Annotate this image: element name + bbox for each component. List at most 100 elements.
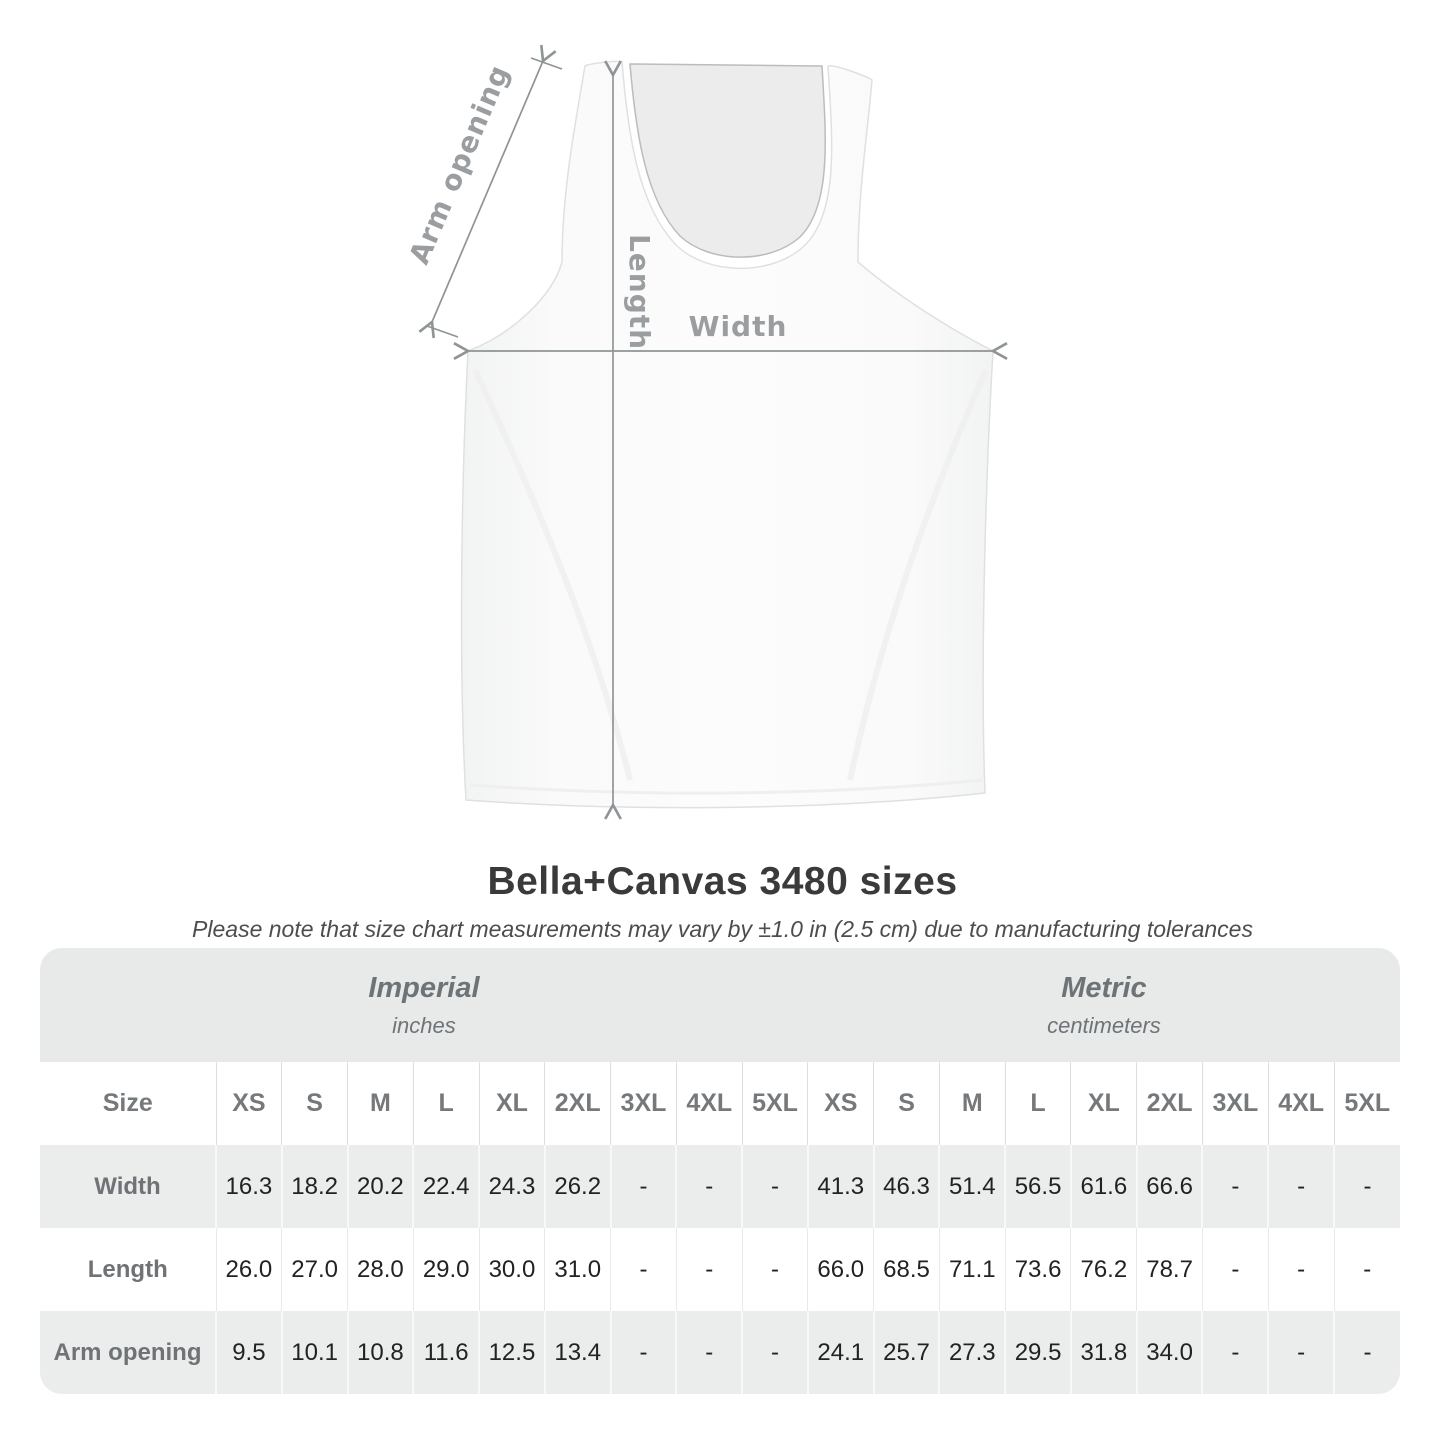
unit-band-row: Imperial inches Metric centimeters <box>40 948 1400 1062</box>
size-col-metric-2xl: 2XL <box>1136 1062 1203 1145</box>
width-metric-xl: 61.6 <box>1069 1145 1137 1228</box>
width-label: Width <box>689 310 788 343</box>
arm-metric-5xl: - <box>1333 1311 1400 1394</box>
length-imperial-5xl: - <box>741 1228 808 1311</box>
width-metric-3xl: - <box>1201 1145 1269 1228</box>
length-imperial-3xl: - <box>610 1228 677 1311</box>
arm-imperial-4xl: - <box>675 1311 743 1394</box>
arm-imperial-5xl: - <box>741 1311 808 1394</box>
size-col-imperial-3xl: 3XL <box>610 1062 677 1145</box>
width-imperial-l: 22.4 <box>412 1145 480 1228</box>
size-col-metric-xs: XS <box>807 1062 874 1145</box>
size-col-metric-m: M <box>938 1062 1006 1145</box>
size-col-imperial-xl: XL <box>478 1062 545 1145</box>
size-col-metric-xl: XL <box>1070 1062 1137 1145</box>
length-label: Length <box>623 234 656 350</box>
width-imperial-xl: 24.3 <box>478 1145 545 1228</box>
tank-inner-back <box>629 63 826 258</box>
size-table: Imperial inches Metric centimeters Size … <box>40 948 1400 1394</box>
width-imperial-4xl: - <box>675 1145 743 1228</box>
arm-imperial-xs: 9.5 <box>215 1311 282 1394</box>
length-imperial-xl: 30.0 <box>478 1228 545 1311</box>
size-col-metric-l: L <box>1004 1062 1071 1145</box>
size-col-imperial-s: S <box>281 1062 348 1145</box>
size-col-imperial-4xl: 4XL <box>675 1062 743 1145</box>
size-col-imperial-2xl: 2XL <box>544 1062 611 1145</box>
width-metric-l: 56.5 <box>1004 1145 1071 1228</box>
arm-opening-arrow <box>418 44 563 339</box>
imperial-band: Imperial inches <box>40 948 808 1062</box>
arm-metric-4xl: - <box>1267 1311 1335 1394</box>
tank-body <box>460 60 994 809</box>
width-imperial-2xl: 26.2 <box>543 1145 611 1228</box>
tolerance-note: Please note that size chart measurements… <box>192 916 1253 942</box>
length-imperial-2xl: 31.0 <box>544 1228 611 1311</box>
arm-metric-3xl: - <box>1201 1311 1269 1394</box>
row-label-length: Length <box>87 1255 168 1283</box>
length-metric-3xl: - <box>1201 1228 1269 1311</box>
arm-metric-xs: 24.1 <box>806 1311 874 1394</box>
length-metric-xl: 76.2 <box>1070 1228 1137 1311</box>
size-col-metric-3xl: 3XL <box>1201 1062 1269 1145</box>
size-col-metric-s: S <box>873 1062 940 1145</box>
width-imperial-s: 18.2 <box>280 1145 348 1228</box>
arm-metric-2xl: 34.0 <box>1135 1311 1203 1394</box>
width-metric-m: 51.4 <box>938 1145 1006 1228</box>
metric-sublabel: centimeters <box>1047 1013 1161 1038</box>
metric-band: Metric centimeters <box>807 948 1400 1062</box>
table-row-width: Width 16.3 18.2 20.2 22.4 24.3 26.2 - - … <box>40 1145 1400 1228</box>
length-metric-l: 73.6 <box>1004 1228 1071 1311</box>
row-label-width: Width <box>94 1172 161 1200</box>
tank-top-illustration: Arm opening Length Width <box>402 44 1008 820</box>
size-col-imperial-xs: XS <box>215 1062 282 1145</box>
size-header-row: Size XS S M L XL 2XL 3XL 4XL 5XL XS S M … <box>40 1062 1400 1145</box>
length-imperial-4xl: - <box>675 1228 743 1311</box>
imperial-label: Imperial <box>368 972 480 1004</box>
tank-fold-right <box>847 368 989 781</box>
size-col-imperial-l: L <box>412 1062 480 1145</box>
width-imperial-3xl: - <box>609 1145 677 1228</box>
arm-imperial-xl: 12.5 <box>478 1311 545 1394</box>
width-imperial-xs: 16.3 <box>215 1145 282 1228</box>
arm-metric-l: 29.5 <box>1004 1311 1071 1394</box>
width-imperial-m: 20.2 <box>346 1145 414 1228</box>
length-metric-s: 68.5 <box>873 1228 940 1311</box>
length-imperial-xs: 26.0 <box>215 1228 282 1311</box>
width-imperial-5xl: - <box>741 1145 808 1228</box>
size-col-imperial-m: M <box>347 1062 414 1145</box>
length-imperial-s: 27.0 <box>281 1228 348 1311</box>
arm-imperial-3xl: - <box>609 1311 677 1394</box>
tank-top-measurement-diagram: Arm opening Length Width <box>380 40 1040 830</box>
length-metric-xs: 66.0 <box>807 1228 874 1311</box>
arm-metric-s: 25.7 <box>872 1311 940 1394</box>
length-imperial-l: 29.0 <box>412 1228 480 1311</box>
size-col-metric-4xl: 4XL <box>1267 1062 1335 1145</box>
arm-imperial-l: 11.6 <box>412 1311 480 1394</box>
width-metric-xs: 41.3 <box>806 1145 874 1228</box>
size-header: Size <box>102 1089 153 1117</box>
width-metric-2xl: 66.6 <box>1135 1145 1203 1228</box>
arm-imperial-m: 10.8 <box>346 1311 414 1394</box>
arm-metric-m: 27.3 <box>938 1311 1006 1394</box>
metric-label: Metric <box>1061 972 1147 1004</box>
length-imperial-m: 28.0 <box>347 1228 414 1311</box>
length-metric-4xl: - <box>1267 1228 1335 1311</box>
length-metric-5xl: - <box>1333 1228 1400 1311</box>
length-metric-m: 71.1 <box>938 1228 1006 1311</box>
width-metric-s: 46.3 <box>872 1145 940 1228</box>
tank-hem-line <box>469 778 983 795</box>
size-col-imperial-5xl: 5XL <box>741 1062 808 1145</box>
arm-imperial-s: 10.1 <box>280 1311 348 1394</box>
row-label-arm-opening: Arm opening <box>53 1338 202 1366</box>
table-row-arm-opening: Arm opening 9.5 10.1 10.8 11.6 12.5 13.4… <box>40 1311 1400 1394</box>
arm-metric-xl: 31.8 <box>1069 1311 1137 1394</box>
width-metric-4xl: - <box>1267 1145 1335 1228</box>
page-title: Bella+Canvas 3480 sizes <box>487 860 958 903</box>
arm-imperial-2xl: 13.4 <box>543 1311 611 1394</box>
width-metric-5xl: - <box>1333 1145 1400 1228</box>
imperial-sublabel: inches <box>392 1013 456 1038</box>
table-row-length: Length 26.0 27.0 28.0 29.0 30.0 31.0 - -… <box>40 1228 1400 1311</box>
length-metric-2xl: 78.7 <box>1136 1228 1203 1311</box>
size-col-metric-5xl: 5XL <box>1333 1062 1400 1145</box>
